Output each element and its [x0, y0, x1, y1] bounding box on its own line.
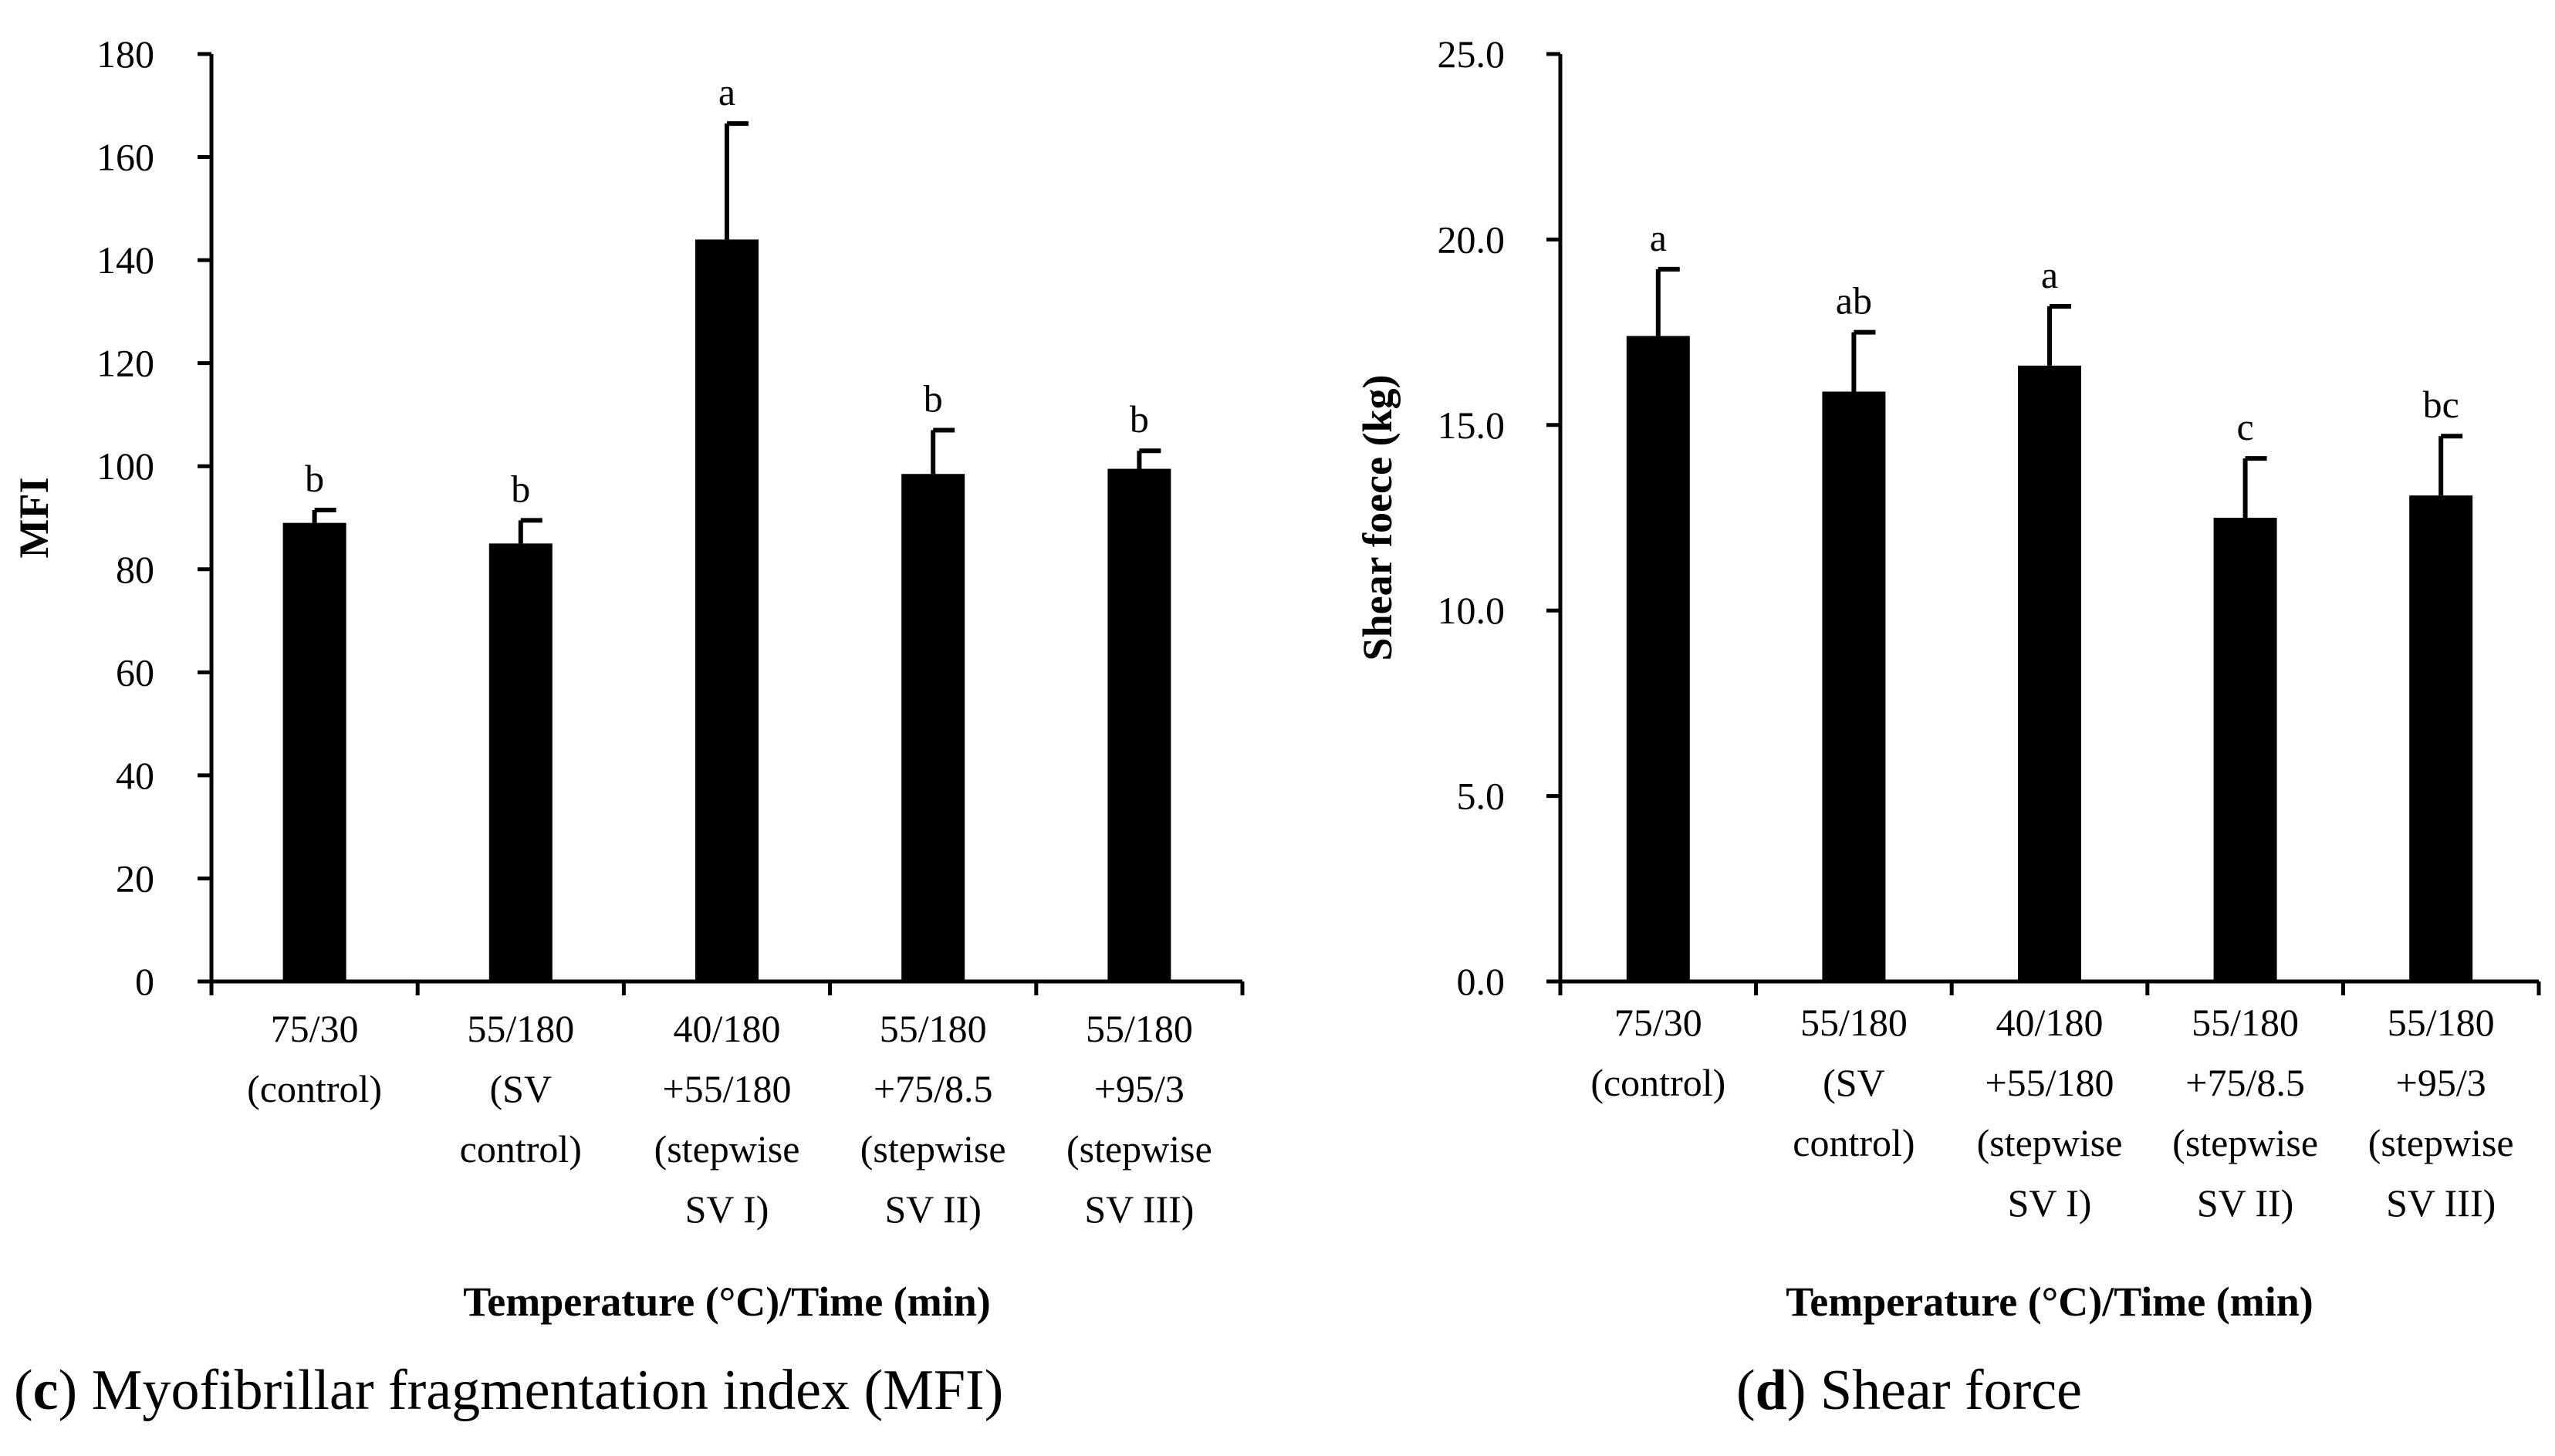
category-label-line: SV II) — [2197, 1181, 2293, 1225]
category-label-line: +75/8.5 — [2185, 1061, 2305, 1104]
y-tick-label: 60 — [116, 650, 154, 694]
y-axis-title: Shear foece (kg) — [1354, 375, 1401, 661]
y-tick-label: 0 — [135, 960, 154, 1003]
caption-d-letter: d — [1755, 1359, 1787, 1422]
bar — [1822, 391, 1886, 981]
category-label-line: (stepwise — [1066, 1127, 1212, 1171]
category-label-line: (control) — [247, 1067, 382, 1110]
chart-shear-force: 0.0 5.0 10.0 15.0 20.0 25.0 a 75/30 (control) ab 5… — [1354, 32, 2541, 1325]
category-label-line: control) — [1793, 1121, 1915, 1164]
significance-letter: ab — [1836, 279, 1872, 323]
y-tick-label: 140 — [96, 238, 154, 282]
category-label-line: +55/180 — [1985, 1061, 2114, 1104]
caption-c-text: Myofibrillar fragmentation index (MFI) — [91, 1359, 1004, 1422]
y-tick-label: 160 — [96, 136, 154, 179]
category-label-line: SV III) — [2386, 1181, 2496, 1225]
category-label-line: 55/180 — [2388, 1001, 2495, 1044]
category-label-line: 75/30 — [271, 1007, 359, 1050]
category-label: 55/180 (SV control) — [460, 1007, 582, 1171]
category-label: 55/180 +75/8.5 (stepwise SV II) — [860, 1007, 1006, 1231]
category-label-line: (stepwise — [2172, 1121, 2318, 1164]
category-label-line: 55/180 — [1800, 1001, 1908, 1044]
caption-d-text: Shear force — [1820, 1359, 2082, 1422]
category-label: 55/180 +95/3 (stepwise SV III) — [2368, 1001, 2514, 1225]
category-label-line: (stepwise — [1977, 1121, 2123, 1164]
y-tick-label: 80 — [116, 548, 154, 591]
category-label-line: SV I) — [685, 1187, 769, 1231]
category-label: 75/30 (control) — [247, 1007, 382, 1110]
category-label-line: SV III) — [1084, 1187, 1194, 1231]
category-label-line: +75/8.5 — [874, 1067, 993, 1110]
category-label-line: 55/180 — [2192, 1001, 2299, 1044]
y-tick-label: 20.0 — [1438, 218, 1506, 261]
category-label-line: 75/30 — [1614, 1001, 1702, 1044]
bar — [2409, 495, 2473, 981]
bar — [2213, 518, 2277, 981]
category-label-line: +95/3 — [1094, 1067, 1185, 1110]
significance-letter: c — [2236, 405, 2253, 448]
x-axis-title: Temperature (°C)/Time (min) — [463, 1279, 991, 1325]
chart-mfi: 0 20 40 60 80 100 120 140 160 180 b 75/30 (control) b… — [11, 32, 1245, 1325]
bar — [901, 474, 965, 981]
y-tick-label: 5.0 — [1457, 775, 1506, 818]
category-label-line: (stepwise — [654, 1127, 800, 1171]
significance-letter: b — [1130, 397, 1149, 441]
y-tick-label: 0.0 — [1457, 960, 1506, 1003]
y-tick-label: 40 — [116, 754, 154, 797]
category-label-line: 55/180 — [1086, 1007, 1193, 1050]
y-tick-label: 25.0 — [1438, 32, 1506, 76]
significance-letter: b — [924, 377, 943, 420]
caption-c-letter: c — [32, 1359, 59, 1422]
category-label: 55/180 +75/8.5 (stepwise SV II) — [2172, 1001, 2318, 1225]
bar — [695, 239, 759, 981]
significance-letter: a — [1650, 216, 1667, 259]
category-label-line: 40/180 — [674, 1007, 781, 1050]
bar — [2018, 365, 2081, 981]
caption-c: (c) Myofibrillar fragmentation index (MF… — [14, 1359, 1004, 1422]
category-label-line: +95/3 — [2396, 1061, 2486, 1104]
significance-letter: bc — [2423, 383, 2459, 426]
significance-letter: a — [718, 70, 735, 113]
category-label-line: (stepwise — [860, 1127, 1006, 1171]
caption-d: (d) Shear force — [1736, 1359, 2082, 1422]
bar — [1107, 468, 1171, 981]
category-label: 55/180 (SV control) — [1793, 1001, 1915, 1164]
y-tick-label: 120 — [96, 342, 154, 385]
category-label-line: (SV — [490, 1067, 553, 1110]
y-tick-label: 100 — [96, 444, 154, 488]
category-label-line: SV II) — [884, 1187, 981, 1231]
category-label-line: 55/180 — [467, 1007, 574, 1050]
category-label-line: (SV — [1823, 1061, 1885, 1104]
y-tick-label: 180 — [96, 32, 154, 76]
category-label-line: 40/180 — [1996, 1001, 2104, 1044]
significance-letter: b — [305, 457, 324, 500]
x-axis-title: Temperature (°C)/Time (min) — [1786, 1279, 2313, 1325]
category-label-line: (control) — [1590, 1061, 1725, 1104]
category-label: 40/180 +55/180 (stepwise SV I) — [654, 1007, 800, 1231]
category-label-line: +55/180 — [662, 1067, 791, 1110]
significance-letter: b — [511, 467, 530, 510]
y-tick-label: 10.0 — [1438, 589, 1506, 632]
category-label-line: SV I) — [2008, 1181, 2092, 1225]
category-label-line: control) — [460, 1127, 582, 1171]
y-tick-label: 15.0 — [1438, 404, 1506, 447]
significance-letter: a — [2041, 253, 2058, 296]
y-tick-label: 20 — [116, 856, 154, 900]
category-label-line: (stepwise — [2368, 1121, 2514, 1164]
category-label: 55/180 +95/3 (stepwise SV III) — [1066, 1007, 1212, 1231]
category-label-line: 55/180 — [880, 1007, 987, 1050]
bar — [488, 543, 553, 981]
y-axis-title: MFI — [11, 478, 57, 559]
category-label: 75/30 (control) — [1590, 1001, 1725, 1104]
bar — [282, 522, 346, 981]
bar — [1626, 336, 1690, 982]
category-label: 40/180 +55/180 (stepwise SV I) — [1977, 1001, 2123, 1225]
